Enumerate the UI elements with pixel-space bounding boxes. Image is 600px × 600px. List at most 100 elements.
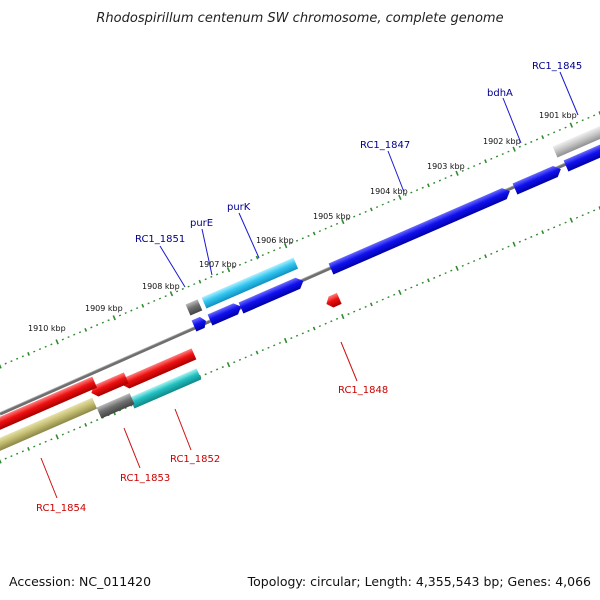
scale-tick — [221, 366, 224, 369]
scale-tick — [267, 251, 270, 254]
callout-line — [123, 427, 141, 469]
scale-tick — [398, 289, 402, 296]
scale-tick — [307, 329, 310, 332]
scale-tick — [569, 122, 574, 128]
gene-label[interactable]: RC1_1845 — [532, 61, 582, 72]
map-title: Rhodospirillum centenum SW chromosome, c… — [96, 11, 503, 26]
reverse-strand-genes — [0, 292, 342, 459]
scale-tick — [330, 225, 333, 228]
scale-tick — [21, 450, 24, 453]
callout-line — [502, 97, 522, 144]
scale-tick — [364, 210, 367, 213]
scale-tick — [90, 326, 93, 329]
gene-block[interactable] — [512, 164, 564, 195]
gene-block[interactable] — [552, 122, 600, 158]
scale-tick — [301, 332, 304, 335]
scale-tick — [535, 233, 539, 236]
scale-tick — [27, 352, 30, 356]
gene-block[interactable] — [238, 275, 306, 314]
scale-tick — [455, 265, 459, 271]
scale-tick — [410, 191, 413, 194]
scale-tick — [347, 313, 350, 316]
gene-label[interactable]: purE — [190, 218, 213, 229]
scale-tick — [575, 216, 579, 219]
scale-tick — [398, 194, 402, 201]
scale-tick — [484, 159, 488, 164]
scale-tick — [73, 428, 76, 431]
scale-tick — [461, 264, 464, 267]
scale-tick — [238, 263, 242, 266]
scale-tick — [433, 276, 436, 279]
gene-block[interactable] — [96, 393, 135, 419]
scale-tick — [101, 321, 104, 324]
scale-tick — [547, 228, 550, 231]
gene-block[interactable] — [89, 372, 129, 398]
scale-tick — [233, 266, 236, 269]
scale-tick — [61, 433, 64, 436]
scale-tick — [33, 350, 36, 353]
gene-block[interactable] — [328, 186, 513, 275]
scale-tick — [587, 116, 590, 119]
gene-label[interactable]: RC1_1853 — [120, 473, 170, 484]
scale-tick — [455, 170, 459, 176]
gene-label[interactable]: RC1_1851 — [135, 234, 185, 245]
scale-tick — [55, 434, 59, 440]
gene-block[interactable] — [207, 301, 244, 326]
kbp-label: 1906 kbp — [256, 236, 294, 245]
scale-tick — [33, 445, 36, 448]
scale-tick — [318, 230, 322, 233]
gene-label[interactable]: RC1_1847 — [360, 140, 410, 151]
scale-tick — [415, 189, 419, 192]
scale-tick — [290, 242, 293, 245]
gene-block[interactable] — [0, 397, 98, 459]
gene-block[interactable] — [201, 257, 299, 309]
scale-tick — [67, 431, 70, 434]
scale-tick — [512, 146, 516, 152]
kbp-label: 1910 kbp — [28, 324, 66, 333]
scale-tick — [553, 131, 556, 134]
gene-block[interactable] — [120, 348, 197, 390]
gene-block[interactable] — [563, 140, 600, 172]
gene-label[interactable]: RC1_1848 — [338, 385, 388, 396]
scale-tick — [335, 222, 339, 225]
scale-tick — [215, 273, 219, 276]
gene-block[interactable] — [324, 292, 342, 310]
scale-tick — [95, 419, 99, 422]
outer-tick-track — [0, 111, 600, 369]
scale-tick — [312, 326, 316, 331]
scale-tick — [73, 333, 76, 336]
scale-tick — [415, 284, 419, 287]
scale-tick — [541, 230, 545, 235]
scale-tick — [553, 226, 556, 229]
scale-tick — [369, 302, 373, 307]
scale-tick — [261, 254, 264, 257]
scale-tick — [404, 288, 407, 291]
scale-tick — [273, 249, 276, 252]
scale-tick — [421, 186, 424, 189]
scale-tick — [244, 261, 247, 264]
scale-tick — [581, 214, 584, 217]
scale-tick — [364, 305, 367, 308]
scale-tick — [124, 311, 127, 315]
gene-label[interactable]: RC1_1854 — [36, 503, 86, 514]
gene-label[interactable]: bdhA — [487, 88, 513, 99]
scale-tick — [273, 344, 276, 347]
scale-tick — [484, 254, 488, 259]
scale-tick — [27, 447, 30, 451]
scale-tick — [61, 338, 64, 341]
gene-label[interactable]: purK — [227, 202, 251, 213]
scale-tick — [204, 373, 207, 376]
scale-tick — [444, 177, 447, 180]
scale-tick — [153, 299, 156, 302]
scale-tick — [433, 181, 436, 184]
scale-tick — [478, 257, 482, 260]
callout-line — [340, 341, 358, 382]
gene-block[interactable] — [191, 315, 209, 332]
gene-block[interactable] — [129, 368, 202, 409]
gene-block[interactable] — [0, 376, 98, 438]
gene-block[interactable] — [185, 299, 203, 316]
scale-tick — [210, 275, 213, 278]
scale-tick — [421, 281, 424, 284]
gene-label[interactable]: RC1_1852 — [170, 454, 220, 465]
scale-tick — [210, 370, 213, 373]
